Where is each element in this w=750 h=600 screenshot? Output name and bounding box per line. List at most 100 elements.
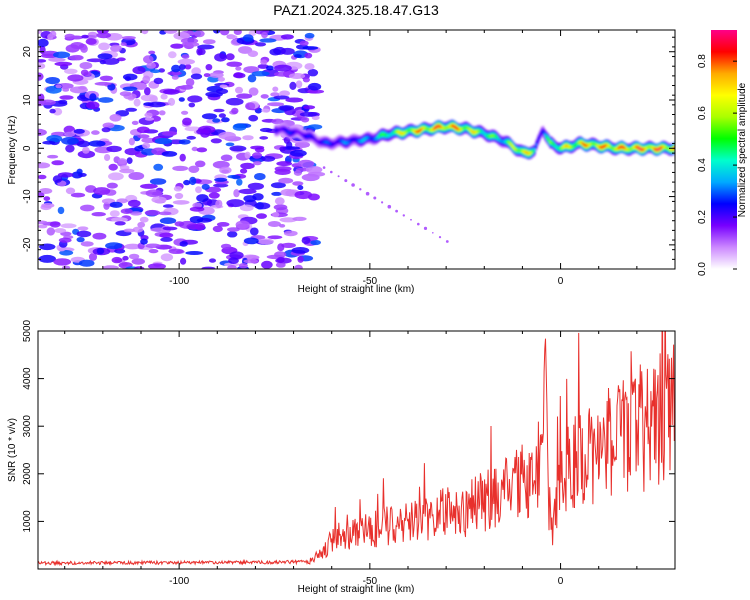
noise-blob	[292, 181, 304, 186]
ridge-cell	[511, 144, 514, 148]
noise-blob	[203, 73, 211, 78]
noise-blob	[194, 160, 206, 168]
noise-blob	[179, 63, 186, 70]
ridge-cell	[495, 136, 499, 139]
noise-blob	[252, 161, 262, 166]
noise-blob	[167, 97, 176, 106]
noise-dot	[423, 226, 428, 230]
noise-blob	[244, 151, 251, 159]
noise-blob	[91, 130, 100, 135]
noise-blob	[160, 237, 173, 242]
noise-blob	[80, 204, 95, 212]
noise-blob	[219, 84, 228, 89]
x-tick-label: 0	[558, 576, 564, 587]
noise-blob	[46, 227, 55, 236]
noise-blob	[229, 145, 247, 152]
noise-blob	[109, 201, 123, 208]
noise-blob	[78, 85, 87, 90]
noise-dot	[344, 179, 348, 183]
noise-blob	[98, 97, 114, 103]
noise-blob	[99, 75, 113, 82]
noise-blob	[182, 117, 192, 126]
noise-blob	[228, 35, 238, 39]
noise-blob	[140, 238, 148, 245]
noise-blob	[240, 168, 248, 174]
noise-blob	[272, 212, 280, 218]
noise-blob	[216, 222, 230, 227]
noise-blob	[70, 192, 86, 198]
noise-blob	[86, 58, 105, 63]
noise-blob	[76, 230, 92, 238]
noise-blob	[280, 34, 294, 40]
noise-blob	[73, 128, 85, 134]
noise-blob	[38, 174, 47, 180]
y-tick-label: -20	[22, 237, 33, 252]
noise-blob	[144, 209, 161, 216]
noise-blob	[143, 55, 154, 64]
noise-blob	[212, 225, 223, 233]
noise-blob	[108, 163, 118, 171]
noise-blob	[219, 30, 230, 36]
noise-blob	[188, 165, 200, 173]
noise-blob	[144, 117, 155, 121]
noise-blob	[59, 95, 74, 100]
noise-blob	[178, 97, 185, 102]
noise-blob	[227, 231, 238, 238]
noise-blob	[279, 146, 286, 152]
y-tick-label: 3000	[22, 415, 33, 438]
noise-dot	[322, 166, 326, 169]
noise-blob	[261, 31, 268, 39]
noise-blob	[172, 165, 189, 171]
noise-blob	[38, 30, 42, 34]
noise-blob	[126, 157, 133, 165]
noise-blob	[213, 30, 221, 34]
noise-blob	[52, 175, 63, 183]
noise-blob	[38, 63, 46, 70]
noise-blob	[235, 66, 242, 71]
noise-blob	[201, 113, 218, 120]
noise-blob	[235, 220, 250, 229]
noise-blob	[243, 259, 259, 264]
ridge-cell	[535, 143, 538, 147]
noise-region	[38, 30, 449, 269]
noise-blob	[267, 221, 281, 227]
noise-blob	[65, 187, 76, 195]
noise-blob	[62, 88, 70, 92]
noise-blob	[218, 113, 226, 118]
noise-blob	[221, 117, 230, 123]
noise-blob	[281, 242, 296, 248]
noise-blob	[227, 265, 237, 269]
noise-blob	[49, 30, 57, 38]
noise-blob	[96, 247, 105, 255]
noise-blob	[189, 176, 197, 186]
y-tick-label: 1000	[22, 510, 33, 533]
noise-blob	[248, 114, 259, 122]
noise-blob	[173, 31, 190, 40]
noise-blob	[304, 32, 315, 39]
noise-blob	[297, 255, 304, 263]
noise-blob	[247, 182, 264, 190]
noise-blob	[80, 69, 89, 76]
noise-blob	[106, 182, 118, 189]
snr-frame	[37, 330, 676, 570]
noise-blob	[302, 77, 310, 83]
noise-blob	[54, 228, 67, 234]
noise-blob	[179, 241, 188, 247]
noise-blob	[194, 222, 206, 231]
ridge-cell	[542, 130, 545, 134]
noise-blob	[96, 32, 112, 39]
noise-blob	[306, 89, 325, 94]
noise-blob	[205, 91, 223, 98]
noise-blob	[173, 186, 183, 192]
noise-blob	[196, 47, 203, 56]
noise-blob	[213, 183, 229, 188]
noise-blob	[59, 250, 74, 256]
noise-blob	[120, 208, 133, 214]
noise-blob	[220, 243, 232, 250]
noise-blob	[225, 142, 235, 147]
noise-blob	[185, 42, 200, 47]
noise-blob	[89, 93, 97, 102]
noise-blob	[266, 65, 274, 71]
noise-blob	[197, 44, 215, 50]
noise-blob	[250, 145, 265, 150]
